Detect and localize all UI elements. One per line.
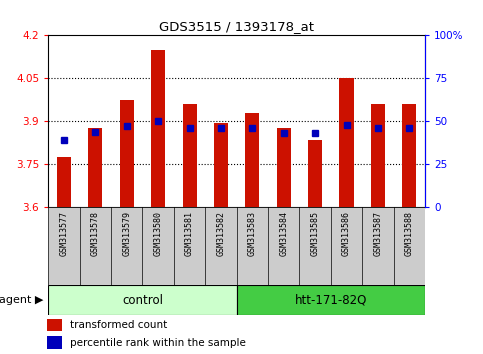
Bar [46,319,62,331]
Text: GSM313577: GSM313577 [59,211,69,256]
Bar [402,104,416,207]
Bar [245,113,259,207]
Bar [340,78,354,207]
Bar [151,50,165,207]
Text: GSM313579: GSM313579 [122,211,131,256]
Text: transformed count: transformed count [71,320,168,330]
Text: GSM313581: GSM313581 [185,211,194,256]
Text: GSM313588: GSM313588 [405,211,414,256]
Text: htt-171-82Q: htt-171-82Q [295,293,367,307]
Bar [88,129,102,207]
Title: GDS3515 / 1393178_at: GDS3515 / 1393178_at [159,20,314,33]
Text: GSM313584: GSM313584 [279,211,288,256]
Bar [57,157,71,207]
Text: GSM313587: GSM313587 [373,211,383,256]
Text: GSM313586: GSM313586 [342,211,351,256]
Text: percentile rank within the sample: percentile rank within the sample [71,338,246,348]
Text: GSM313578: GSM313578 [91,211,100,256]
Bar [48,285,237,315]
Bar [371,104,385,207]
Bar [46,336,62,349]
Text: agent ▶: agent ▶ [0,295,43,305]
Text: control: control [122,293,163,307]
Text: GSM313582: GSM313582 [216,211,226,256]
Text: GSM313583: GSM313583 [248,211,257,256]
Bar [277,129,291,207]
Text: GSM313580: GSM313580 [154,211,163,256]
Text: GSM313585: GSM313585 [311,211,320,256]
Bar [183,104,197,207]
Bar [214,123,228,207]
Bar [120,100,134,207]
Bar [308,140,322,207]
Bar [237,285,425,315]
